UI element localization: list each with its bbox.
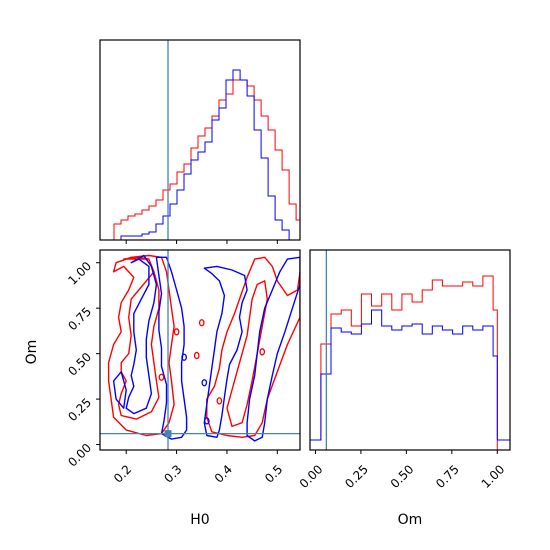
contour-line-3 [226, 280, 268, 428]
y-axis-title-om: Om [24, 340, 40, 365]
contour-line-5 [112, 371, 127, 409]
contour-line-6 [155, 256, 188, 440]
h0-om-contour-panel: 0.2 0.3 0.4 0.5 0.00 0.25 0.50 0.75 1.00 [65, 249, 301, 486]
om-hist-x-tick-label: 0.00 [297, 462, 326, 491]
x-axis-title-om: Om [398, 512, 423, 528]
om-hist-x-tick-label: 1.00 [479, 462, 508, 491]
contour-y-tick-label: 0.75 [65, 304, 94, 333]
contour-blob-1 [198, 319, 205, 327]
contour-blob-0 [173, 328, 180, 336]
contour-blob-3 [158, 373, 165, 381]
h0-hist-series-0 [100, 79, 300, 241]
contour-y-tick-label: 1.00 [65, 259, 94, 288]
om-hist-series-1 [310, 309, 510, 441]
contour-blob-6 [201, 379, 208, 387]
contour-blob-4 [216, 397, 223, 405]
contour-x-tick-label: 0.2 [111, 462, 134, 485]
contour-x-tick-label: 0.4 [212, 462, 235, 485]
om-hist-x-tick-label: 0.50 [388, 462, 417, 491]
contour-blob-7 [203, 417, 210, 425]
h0-histogram-panel [99, 39, 301, 244]
contour-x-tick-label: 0.5 [262, 462, 285, 485]
h0-hist-frame [99, 39, 301, 241]
contour-group [107, 254, 300, 442]
contour-line-1 [107, 254, 175, 437]
om-hist-x-tick-label: 0.75 [433, 462, 462, 491]
om-hist-series-0 [310, 275, 510, 451]
contour-x-tick-label: 0.3 [161, 462, 184, 485]
x-axis-title-h0: H0 [190, 512, 209, 528]
om-histogram-panel: 0.00 0.25 0.50 0.75 1.00 [297, 249, 511, 491]
contour-line-2 [206, 256, 300, 438]
contour-line-7 [203, 265, 248, 438]
contour-line-0 [117, 256, 160, 420]
contour-line-8 [246, 256, 300, 442]
contour-blob-5 [259, 348, 266, 356]
contour-line-4 [125, 254, 158, 415]
contour-y-tick-label: 0.00 [65, 441, 94, 470]
truth-marker [164, 430, 172, 438]
om-hist-frame [309, 249, 511, 451]
contour-y-tick-label: 0.25 [65, 395, 94, 424]
h0-hist-series-1 [100, 69, 300, 241]
contour-y-tick-label: 0.50 [65, 350, 94, 379]
contour-blob-8 [181, 353, 187, 361]
om-hist-x-tick-label: 0.25 [342, 462, 371, 491]
contour-blob-2 [193, 351, 200, 360]
contour-frame [99, 249, 301, 451]
